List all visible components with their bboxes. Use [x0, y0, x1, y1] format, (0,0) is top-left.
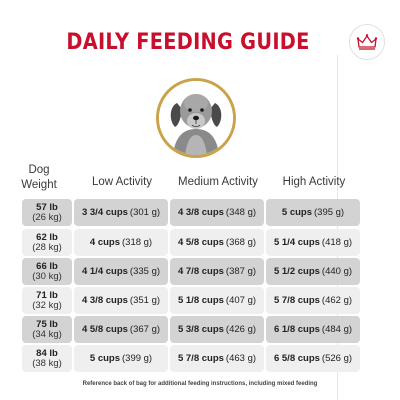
grams-value: (395 g): [314, 207, 345, 218]
weight-cell: 75 lb (34 kg): [22, 316, 72, 343]
grams-value: (387 g): [225, 266, 257, 277]
high-activity-cell: 5 1/4 cups (418 g): [266, 229, 360, 256]
header-weight-label: Weight: [21, 179, 57, 191]
header-high-activity: High Activity: [282, 176, 346, 188]
dog-illustration: [159, 81, 233, 155]
weight-lb: 71 lb: [36, 289, 58, 301]
low-activity-cell: 4 1/4 cups (335 g): [74, 258, 168, 285]
dog-portrait: [159, 81, 233, 155]
grams-value: (351 g): [129, 295, 161, 306]
cups-value: 4 3/8 cups: [177, 207, 224, 218]
weight-lb: 57 lb: [36, 201, 58, 213]
cups-value: 5 1/2 cups: [273, 266, 320, 277]
cups-value: 6 1/8 cups: [273, 324, 320, 335]
grams-value: (407 g): [225, 295, 257, 306]
high-activity-cell: 5 cups (395 g): [266, 199, 360, 226]
grams-value: (301 g): [129, 207, 161, 218]
grams-value: (367 g): [129, 324, 161, 335]
header-low-activity: Low Activity: [91, 176, 153, 188]
cups-value: 5 1/8 cups: [177, 295, 224, 306]
cups-value: 3 3/4 cups: [81, 207, 128, 218]
weight-kg: (28 kg): [32, 241, 62, 253]
high-activity-cell: 5 1/2 cups (440 g): [266, 258, 360, 285]
weight-cell: 57 lb (26 kg): [22, 199, 72, 226]
weight-kg: (38 kg): [32, 357, 62, 369]
weight-lb: 66 lb: [36, 260, 58, 272]
weight-kg: (30 kg): [32, 270, 62, 282]
grams-value: (426 g): [225, 324, 257, 335]
header-dog-weight: Dog Weight: [14, 163, 64, 193]
medium-activity-cell: 4 7/8 cups (387 g): [170, 258, 264, 285]
cups-value: 5 cups: [89, 353, 120, 364]
low-activity-cell: 4 5/8 cups (367 g): [74, 316, 168, 343]
weight-kg: (26 kg): [32, 211, 62, 223]
page-title: DAILY FEEDING GUIDE: [66, 30, 310, 55]
weight-cell: 62 lb (28 kg): [22, 229, 72, 256]
weight-lb: 62 lb: [36, 231, 58, 243]
weight-kg: (34 kg): [32, 328, 62, 340]
grams-value: (368 g): [225, 237, 257, 248]
cups-value: 4 7/8 cups: [177, 266, 224, 277]
low-activity-cell: 3 3/4 cups (301 g): [74, 199, 168, 226]
footnote: Reference back of bag for additional fee…: [82, 381, 318, 387]
medium-activity-cell: 5 1/8 cups (407 g): [170, 287, 264, 314]
vertical-divider: [337, 55, 338, 400]
high-activity-cell: 6 5/8 cups (526 g): [266, 345, 360, 372]
medium-activity-cell: 5 7/8 cups (463 g): [170, 345, 264, 372]
grams-value: (484 g): [321, 324, 353, 335]
cups-value: 5 7/8 cups: [177, 353, 224, 364]
medium-activity-cell: 4 3/8 cups (348 g): [170, 199, 264, 226]
weight-cell: 71 lb (32 kg): [22, 287, 72, 314]
medium-activity-cell: 4 5/8 cups (368 g): [170, 229, 264, 256]
high-activity-cell: 6 1/8 cups (484 g): [266, 316, 360, 343]
grams-value: (318 g): [122, 237, 153, 248]
weight-lb: 84 lb: [36, 347, 58, 359]
cups-value: 4 5/8 cups: [177, 237, 224, 248]
high-activity-cell: 5 7/8 cups (462 g): [266, 287, 360, 314]
dog-portrait-frame: [156, 78, 236, 158]
header-medium-activity: Medium Activity: [178, 176, 258, 188]
weight-cell: 84 lb (38 kg): [22, 345, 72, 372]
grams-value: (348 g): [225, 207, 257, 218]
weight-cell: 66 lb (30 kg): [22, 258, 72, 285]
grams-value: (526 g): [321, 353, 353, 364]
low-activity-cell: 4 3/8 cups (351 g): [74, 287, 168, 314]
cups-value: 4 cups: [89, 237, 120, 248]
cups-value: 5 1/4 cups: [273, 237, 320, 248]
cups-value: 5 cups: [281, 207, 312, 218]
grams-value: (463 g): [225, 353, 257, 364]
cups-value: 5 3/8 cups: [177, 324, 224, 335]
grams-value: (462 g): [321, 295, 353, 306]
cups-value: 5 7/8 cups: [273, 295, 320, 306]
cups-value: 4 5/8 cups: [81, 324, 128, 335]
grams-value: (399 g): [122, 353, 153, 364]
grams-value: (335 g): [129, 266, 161, 277]
weight-kg: (32 kg): [32, 299, 62, 311]
header-dog-label: Dog: [28, 164, 50, 176]
crown-icon: [356, 34, 378, 50]
brand-logo: [349, 24, 385, 60]
low-activity-cell: 5 cups (399 g): [74, 345, 168, 372]
weight-lb: 75 lb: [36, 318, 58, 330]
grams-value: (418 g): [321, 237, 353, 248]
cups-value: 4 3/8 cups: [81, 295, 128, 306]
medium-activity-cell: 5 3/8 cups (426 g): [170, 316, 264, 343]
cups-value: 4 1/4 cups: [81, 266, 128, 277]
cups-value: 6 5/8 cups: [273, 353, 320, 364]
low-activity-cell: 4 cups (318 g): [74, 229, 168, 256]
grams-value: (440 g): [321, 266, 353, 277]
